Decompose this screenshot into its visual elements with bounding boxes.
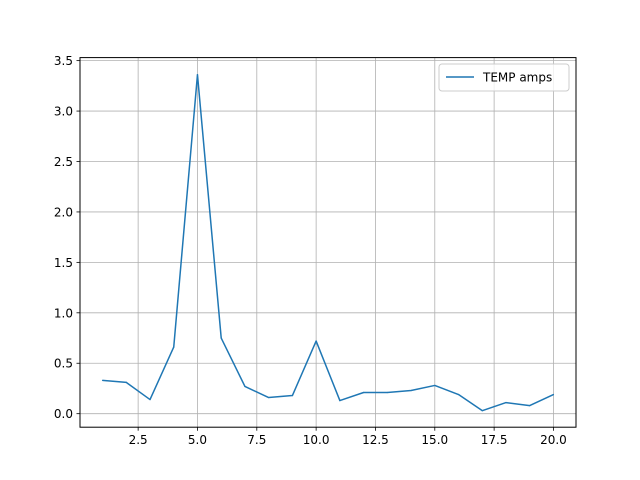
data-point xyxy=(529,405,531,407)
x-tick-label: 5.0 xyxy=(188,433,207,447)
legend-label: TEMP amps xyxy=(482,71,552,85)
data-point xyxy=(149,398,151,401)
x-tick-label: 10.0 xyxy=(303,433,330,447)
x-tick-label: 17.5 xyxy=(481,433,508,447)
data-point xyxy=(505,401,507,404)
y-tick-label: 1.5 xyxy=(54,256,73,270)
data-point xyxy=(173,346,175,348)
data-point xyxy=(457,393,460,396)
data-point xyxy=(244,385,246,388)
data-point xyxy=(291,394,294,397)
series-layer xyxy=(101,74,555,412)
series-line xyxy=(102,74,554,412)
y-tick-label: 2.0 xyxy=(54,205,73,219)
data-point xyxy=(101,379,104,381)
y-tick-label: 3.0 xyxy=(54,105,73,119)
y-axis: 0.0 0.5 1.0 1.5 2.0 2.5 3.0 3.5 xyxy=(54,54,80,421)
data-point xyxy=(362,391,365,394)
legend: TEMP amps xyxy=(438,63,570,92)
x-tick-label: 15.0 xyxy=(421,433,448,447)
y-tick-label: 3.5 xyxy=(54,54,73,68)
y-tick-label: 0.5 xyxy=(54,357,73,371)
data-point xyxy=(196,74,199,76)
y-tick-label: 0.0 xyxy=(54,407,73,421)
data-point xyxy=(220,337,222,339)
plot-frame xyxy=(79,57,577,428)
y-tick-label: 2.5 xyxy=(54,155,73,169)
data-point xyxy=(481,410,483,412)
data-point xyxy=(268,396,270,399)
x-tick-label: 2.5 xyxy=(129,433,148,447)
data-point xyxy=(410,389,412,392)
data-point xyxy=(339,399,341,402)
x-axis: 2.5 5.0 7.5 10.0 12.5 15.0 17.5 20.0 xyxy=(129,427,567,447)
data-point xyxy=(552,393,555,396)
x-tick-label: 12.5 xyxy=(362,433,389,447)
legend-box xyxy=(438,63,570,92)
data-point xyxy=(315,340,317,342)
data-point xyxy=(434,384,436,387)
grid-lines xyxy=(80,57,576,428)
data-point xyxy=(125,381,127,384)
x-tick-label: 7.5 xyxy=(247,433,266,447)
y-tick-label: 1.0 xyxy=(54,306,73,320)
data-point xyxy=(386,391,388,394)
x-tick-label: 20.0 xyxy=(540,433,567,447)
